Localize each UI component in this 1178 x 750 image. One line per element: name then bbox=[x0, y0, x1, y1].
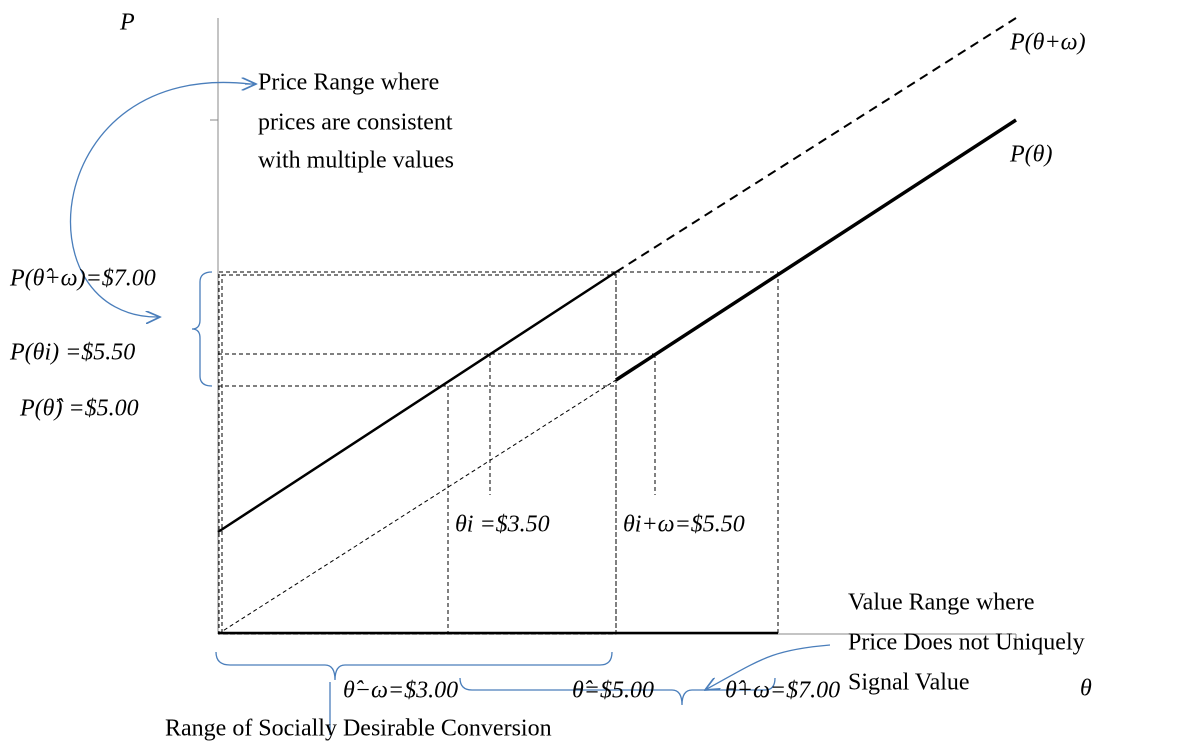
annotation: with multiple values bbox=[258, 148, 454, 174]
bottom-label: θ̂−ω=$3.00 bbox=[343, 678, 458, 704]
annotation: Value Range where bbox=[848, 590, 1035, 616]
price-label: P(θ̂+ω)=$7.00 bbox=[9, 266, 156, 292]
curve-label: P(θ) bbox=[1009, 142, 1052, 168]
annotation: Signal Value bbox=[848, 670, 970, 696]
guide-lines bbox=[217, 271, 779, 635]
bottom-label: θ̂=$5.00 bbox=[572, 678, 654, 704]
price-label: P(θi) =$5.50 bbox=[9, 340, 135, 366]
price-label: P(θ̂) =$5.00 bbox=[19, 396, 139, 422]
annotation: prices are consistent bbox=[258, 110, 453, 136]
curves bbox=[217, 17, 1017, 534]
x-axis-label: θ bbox=[1080, 676, 1092, 702]
bottom-label: θ̂+ω=$7.00 bbox=[725, 678, 840, 704]
annotation: Price Does not Uniquely bbox=[848, 630, 1085, 656]
braces bbox=[70, 82, 831, 735]
annotation: Range of Socially Desirable Conversion bbox=[165, 716, 552, 742]
value-label: θi =$3.50 bbox=[455, 512, 550, 538]
y-axis-label: P bbox=[119, 10, 135, 36]
value-label: θi+ω=$5.50 bbox=[623, 512, 745, 538]
annotation: Price Range where bbox=[258, 70, 439, 96]
curve-label: P(θ+ω) bbox=[1009, 30, 1086, 56]
